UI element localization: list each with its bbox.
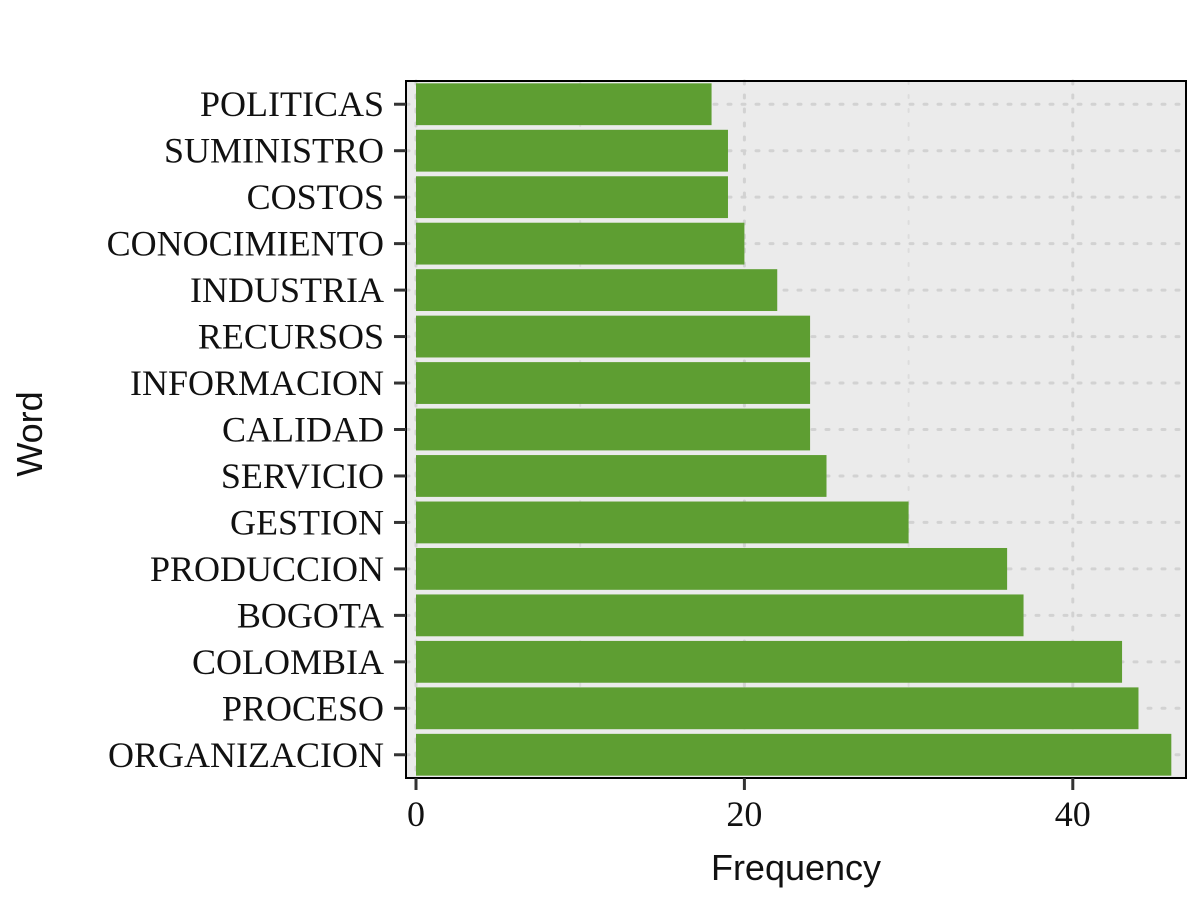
y-axis-title: Word bbox=[9, 391, 50, 476]
bar-colombia bbox=[416, 640, 1123, 683]
x-axis: 0 20 40 bbox=[407, 778, 1091, 834]
bar-informacion bbox=[416, 362, 811, 404]
bar-conocimiento bbox=[416, 222, 745, 265]
y-axis: POLITICAS SUMINISTRO COSTOS CONOCIMIENTO IND… bbox=[107, 84, 406, 775]
bars bbox=[416, 83, 1172, 776]
x-tick-label: 20 bbox=[726, 794, 762, 834]
bar-costos bbox=[416, 176, 728, 219]
bar-suministro bbox=[416, 129, 728, 172]
bar-calidad bbox=[416, 408, 811, 451]
y-tick-label: PROCESO bbox=[222, 688, 384, 728]
y-tick-label: CALIDAD bbox=[222, 410, 384, 450]
bar-bogota bbox=[416, 594, 1024, 637]
y-tick-label: POLITICAS bbox=[200, 84, 384, 124]
bar-industria bbox=[416, 269, 778, 312]
x-axis-title: Frequency bbox=[711, 847, 881, 888]
bar-proceso bbox=[416, 687, 1139, 730]
bar-politicas bbox=[416, 83, 712, 126]
y-tick-label: RECURSOS bbox=[198, 317, 384, 357]
x-tick-label: 40 bbox=[1055, 794, 1091, 834]
y-tick-label: CONOCIMIENTO bbox=[107, 224, 384, 264]
bar-organizacion bbox=[416, 733, 1172, 776]
y-tick-label: PRODUCCION bbox=[150, 549, 384, 589]
y-tick-label: INFORMACION bbox=[130, 363, 384, 403]
y-tick-label: COLOMBIA bbox=[192, 642, 384, 682]
bar-recursos bbox=[416, 315, 811, 358]
bar-servicio bbox=[416, 455, 827, 497]
y-tick-label: INDUSTRIA bbox=[190, 270, 384, 310]
x-tick-label: 0 bbox=[407, 794, 425, 834]
y-tick-label: GESTION bbox=[230, 502, 384, 542]
y-tick-label: COSTOS bbox=[247, 177, 384, 217]
bar-gestion bbox=[416, 501, 909, 544]
y-tick-label: ORGANIZACION bbox=[108, 735, 384, 775]
y-tick-label: SUMINISTRO bbox=[164, 131, 384, 171]
bar-produccion bbox=[416, 547, 1008, 590]
y-tick-label: SERVICIO bbox=[221, 456, 384, 496]
y-tick-label: BOGOTA bbox=[237, 595, 384, 635]
